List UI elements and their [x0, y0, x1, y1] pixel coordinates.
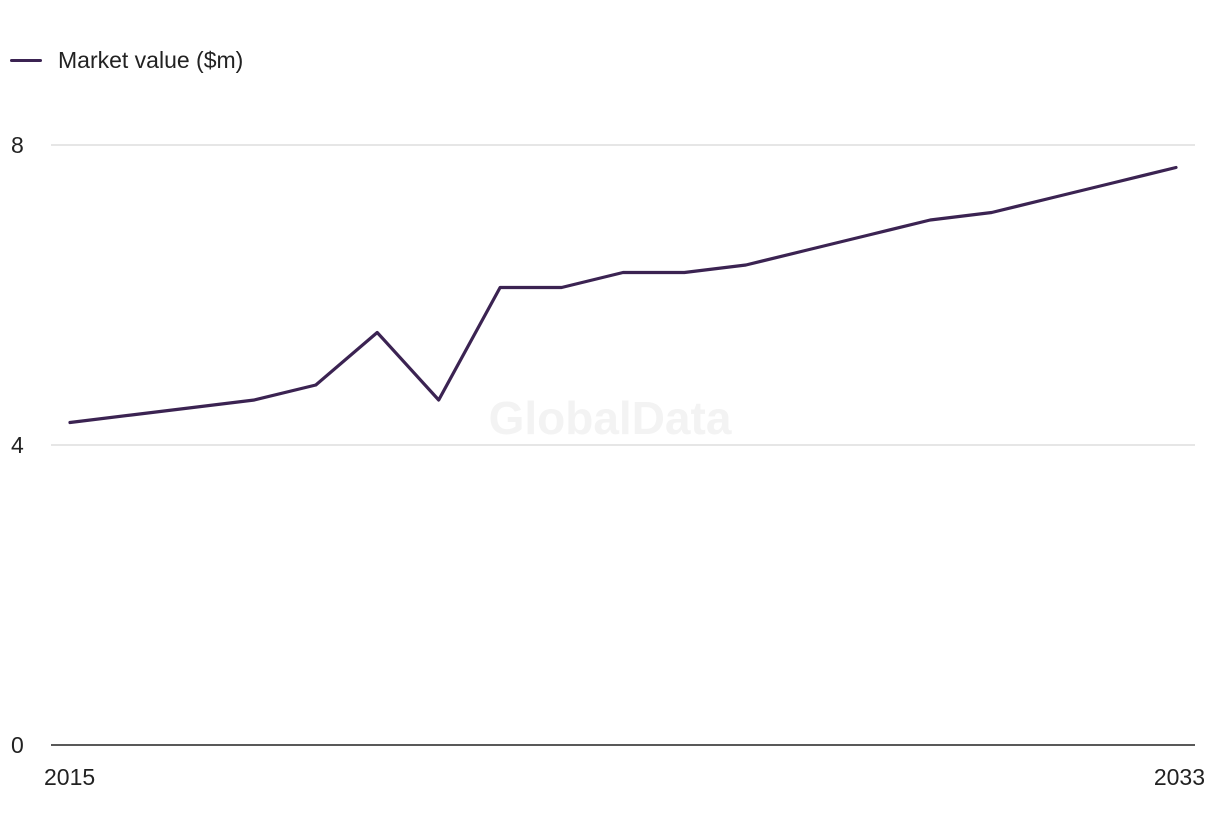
x-tick-label: 2033 [1154, 764, 1205, 790]
watermark-text: GlobalData [489, 392, 732, 444]
legend: Market value ($m) [10, 47, 243, 74]
y-tick-label: 4 [11, 432, 24, 458]
x-tick-label: 2015 [44, 764, 95, 790]
y-tick-label: 0 [11, 732, 24, 758]
y-tick-label: 8 [11, 132, 24, 158]
series-line-market-value [68, 165, 1178, 425]
legend-label: Market value ($m) [58, 47, 244, 73]
legend-swatch [10, 59, 42, 62]
